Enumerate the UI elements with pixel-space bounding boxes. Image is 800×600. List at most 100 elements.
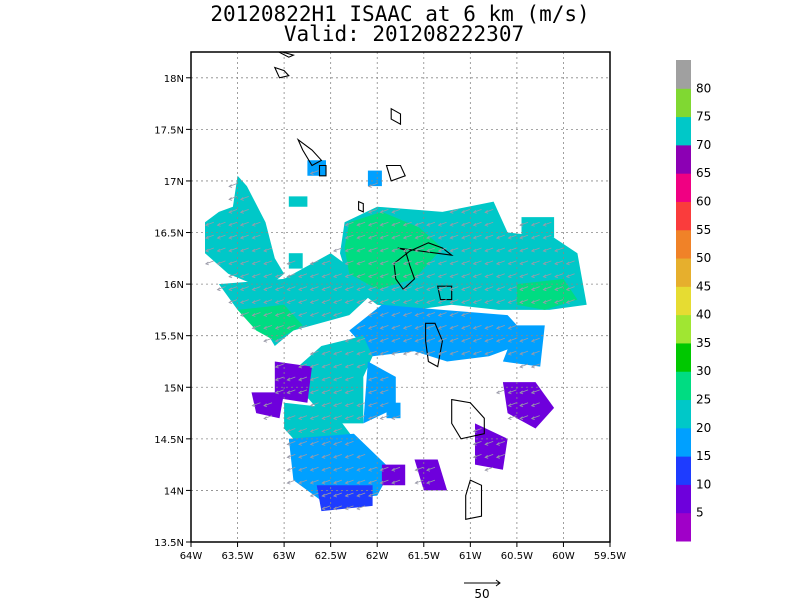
- wind-vector-1: [205, 247, 214, 252]
- wind-vector-head-30: [251, 326, 256, 330]
- x-tick-label-1: 63.5W: [221, 551, 253, 562]
- wind-vector-head-146: [344, 416, 349, 421]
- wind-vector-107: [322, 466, 331, 471]
- wind-vector-235: [403, 299, 412, 303]
- wind-region-24: [386, 402, 401, 419]
- wind-vector-head-172: [356, 287, 361, 292]
- wind-vector-head-105: [321, 493, 326, 498]
- colorbar-label-2: 15: [696, 449, 711, 463]
- wind-vector-341: [496, 234, 505, 239]
- chart-title: 20120822H1 ISAAC at 6 km (m/s): [210, 2, 590, 26]
- wind-vector-26: [240, 221, 249, 226]
- wind-vector-head-207: [379, 313, 384, 317]
- wind-vector-head-209: [379, 287, 384, 292]
- wind-vector-head-106: [321, 480, 326, 485]
- wind-vector-head-199: [379, 467, 384, 472]
- wind-vector-190: [368, 286, 377, 291]
- colorbar-swatch-12: [676, 173, 691, 202]
- wind-vector-371: [531, 350, 540, 355]
- wind-vector-315: [473, 221, 482, 226]
- wind-vector-head-111: [321, 416, 326, 421]
- wind-vector-head-155: [344, 274, 349, 279]
- wind-vector-145: [345, 441, 354, 445]
- wind-region-14: [251, 392, 285, 419]
- wind-vector-head-256: [426, 467, 431, 472]
- wind-vector-319: [485, 441, 494, 445]
- wind-vector-273: [438, 286, 447, 291]
- wind-vector-head-102: [309, 261, 314, 266]
- wind-vector-236: [403, 286, 412, 291]
- wind-vector-head-217: [391, 467, 396, 472]
- wind-vector-358: [519, 350, 529, 355]
- wind-vector-head-347: [507, 326, 512, 330]
- wind-vector-76: [298, 428, 308, 432]
- wind-vector-head-108: [321, 455, 326, 459]
- wind-vector-294: [461, 312, 471, 316]
- wind-vector-51: [275, 363, 284, 368]
- wind-vector-head-83: [298, 300, 303, 304]
- reference-vector-head: [495, 579, 501, 587]
- wind-vector-head-170: [356, 326, 361, 330]
- wind-vector-head-332: [495, 442, 500, 446]
- wind-vector-239: [403, 247, 412, 252]
- wind-vector-222: [391, 312, 401, 316]
- colorbar-label-12: 65: [696, 166, 711, 180]
- wind-vector-head-92: [309, 416, 314, 421]
- wind-vector-83: [298, 299, 308, 303]
- wind-vector-head-353: [507, 235, 512, 240]
- wind-vector-13: [228, 247, 238, 252]
- wind-vector-head-89: [309, 455, 314, 459]
- wind-vector-250: [415, 273, 424, 278]
- wind-vector-head-61: [286, 442, 291, 446]
- wind-vector-head-145: [344, 442, 349, 446]
- wind-vector-head-197: [367, 184, 372, 188]
- wind-vector-255: [426, 479, 436, 484]
- wind-vector-135: [333, 312, 342, 316]
- wind-vector-263: [426, 273, 436, 278]
- wind-vector-head-29: [251, 403, 256, 408]
- wind-vector-head-229: [391, 222, 396, 227]
- wind-vector-320: [485, 350, 494, 355]
- wind-vector-head-342: [507, 416, 512, 421]
- wind-vector-226: [391, 260, 401, 265]
- wind-vector-143: [345, 466, 354, 471]
- wind-vector-head-386: [542, 222, 547, 227]
- colorbar-swatch-3: [676, 427, 691, 457]
- wind-vector-head-76: [298, 429, 303, 433]
- wind-vector-head-98: [309, 313, 314, 317]
- wind-vector-head-222: [391, 313, 396, 317]
- wind-vector-head-361: [519, 287, 524, 292]
- y-tick-label-4: 15.5N: [154, 332, 184, 343]
- wind-vector-161: [356, 492, 366, 497]
- wind-vector-head-314: [472, 235, 477, 240]
- y-tick-label-7: 17N: [164, 177, 184, 188]
- wind-vector-325: [485, 273, 494, 278]
- wind-vector-221: [391, 324, 401, 329]
- wind-vector-head-305: [472, 429, 477, 433]
- wind-vector-head-37: [251, 235, 256, 240]
- wind-vector-head-23: [239, 261, 244, 266]
- wind-vector-15: [228, 221, 238, 226]
- wind-vector-head-272: [437, 300, 442, 304]
- wind-vector-head-87: [309, 480, 314, 485]
- wind-vector-head-129: [333, 416, 337, 421]
- colorbar-label-1: 10: [696, 477, 711, 491]
- wind-vector-154: [345, 286, 354, 291]
- wind-vector-head-200: [379, 416, 384, 421]
- wind-vector-32: [252, 299, 261, 303]
- wind-vector-275: [438, 260, 447, 265]
- wind-vector-186: [368, 337, 377, 342]
- wind-vector-249: [415, 286, 424, 291]
- wind-vector-head-100: [309, 287, 314, 292]
- wind-vector-head-270: [437, 326, 442, 330]
- wind-vector-head-124: [333, 480, 337, 485]
- wind-vector-head-354: [519, 416, 524, 421]
- wind-vector-223: [391, 299, 401, 303]
- wind-vector-322: [485, 324, 494, 329]
- wind-vector-head-276: [437, 248, 442, 253]
- wind-vector-head-193: [367, 248, 372, 253]
- colorbar-label-0: 5: [696, 506, 704, 520]
- wind-vector-310: [473, 286, 482, 291]
- wind-vector-287: [450, 247, 459, 252]
- wind-vector-head-238: [402, 261, 407, 266]
